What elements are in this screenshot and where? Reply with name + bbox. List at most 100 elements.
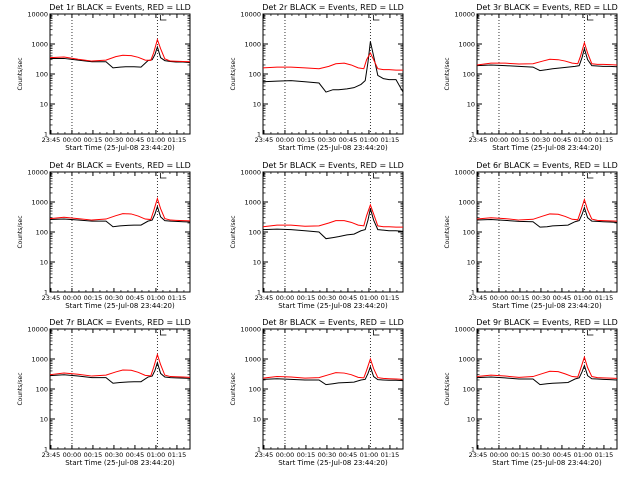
series-events <box>476 206 618 228</box>
y-axis-label: Counts/sec <box>230 372 237 405</box>
series-lld <box>476 197 618 222</box>
detector-panel-6: Det 6r BLACK = Events, RED = LLD 1 10 100 10… <box>444 161 618 310</box>
x-tick-label: 00:30 <box>532 451 551 459</box>
marker-bracket <box>586 173 594 179</box>
x-tick-label: 01:15 <box>168 451 187 459</box>
x-axis-label: Start Time (25-Jul-08 23:44:20) <box>65 302 175 310</box>
y-tick-label: 10 <box>253 259 261 267</box>
x-tick-label: 00:00 <box>490 294 509 302</box>
y-tick-label: 10 <box>253 101 261 109</box>
plot-frame <box>262 328 404 450</box>
x-tick-label: 00:00 <box>276 451 295 459</box>
x-tick-label: 01:15 <box>381 136 400 144</box>
x-tick-label: 23:45 <box>42 136 61 144</box>
x-tick-label: 00:30 <box>532 294 551 302</box>
series-events <box>262 208 404 240</box>
x-tick-label: 00:30 <box>105 451 124 459</box>
x-tick-label: 00:15 <box>511 294 530 302</box>
x-tick-label: 00:15 <box>297 136 316 144</box>
panel-title: Det 4r BLACK = Events, RED = LLD <box>49 161 191 170</box>
marker-bracket <box>159 173 167 179</box>
x-tick-label: 23:45 <box>255 451 274 459</box>
plot-frame <box>476 13 618 135</box>
x-tick-label: 01:15 <box>168 136 187 144</box>
x-tick-label: 00:45 <box>339 136 358 144</box>
x-tick-label: 00:00 <box>276 136 295 144</box>
plot-frame <box>262 13 404 135</box>
marker-bracket <box>159 15 167 21</box>
y-tick-label: 1000 <box>458 41 475 49</box>
series-events <box>50 45 191 69</box>
x-tick-label: 00:45 <box>126 136 145 144</box>
x-tick-label: 01:00 <box>574 136 593 144</box>
plot-frame <box>49 13 191 135</box>
x-tick-label: 00:45 <box>339 294 358 302</box>
series-lld <box>476 41 618 66</box>
x-axis-label: Start Time (25-Jul-08 23:44:20) <box>278 144 388 152</box>
marker-bracket <box>586 330 594 336</box>
y-tick-label: 1 <box>44 131 48 139</box>
x-axis-label: Start Time (25-Jul-08 23:44:20) <box>492 302 602 310</box>
detector-panel-5: Det 5r BLACK = Events, RED = LLD 1 10 100 10… <box>230 161 404 310</box>
plot-frame <box>49 171 191 293</box>
detector-panel-8: Det 8r BLACK = Events, RED = LLD 1 10 100 10… <box>230 318 404 467</box>
x-tick-label: 23:45 <box>42 294 61 302</box>
marker-bracket <box>159 330 167 336</box>
y-tick-label: 10 <box>40 101 48 109</box>
x-tick-label: 01:15 <box>595 294 614 302</box>
x-tick-label: 00:30 <box>318 294 337 302</box>
x-tick-label: 01:15 <box>381 451 400 459</box>
x-tick-label: 00:45 <box>553 451 572 459</box>
panel-title: Det 6r BLACK = Events, RED = LLD <box>476 161 618 170</box>
x-tick-label: 01:00 <box>147 451 166 459</box>
x-tick-label: 01:00 <box>360 136 379 144</box>
y-tick-label: 100 <box>463 386 475 394</box>
y-tick-label: 10 <box>467 259 475 267</box>
y-tick-label: 1 <box>257 289 261 297</box>
x-axis-label: Start Time (25-Jul-08 23:44:20) <box>492 144 602 152</box>
x-tick-label: 00:45 <box>553 136 572 144</box>
detector-panel-4: Det 4r BLACK = Events, RED = LLD 1 10 100 10… <box>17 161 191 310</box>
x-tick-label: 00:00 <box>276 294 295 302</box>
x-tick-label: 00:15 <box>297 451 316 459</box>
y-tick-label: 1000 <box>31 199 48 207</box>
y-tick-label: 10000 <box>454 169 475 177</box>
series-events <box>49 361 191 384</box>
x-tick-label: 00:30 <box>318 451 337 459</box>
plot-frame <box>262 171 404 293</box>
panel-title: Det 3r BLACK = Events, RED = LLD <box>476 3 618 12</box>
y-tick-label: 10000 <box>454 326 475 334</box>
x-tick-label: 23:45 <box>42 451 61 459</box>
x-axis-label: Start Time (25-Jul-08 23:44:20) <box>65 144 175 152</box>
y-tick-label: 1000 <box>458 199 475 207</box>
plot-frame <box>476 171 618 293</box>
x-axis-label: Start Time (25-Jul-08 23:44:20) <box>278 459 388 467</box>
y-tick-label: 10000 <box>27 169 48 177</box>
y-tick-label: 1000 <box>458 356 475 364</box>
series-events <box>262 365 404 386</box>
y-tick-label: 1 <box>257 131 261 139</box>
panel-title: Det 8r BLACK = Events, RED = LLD <box>262 318 404 327</box>
y-tick-label: 1 <box>257 446 261 454</box>
y-tick-label: 1 <box>44 289 48 297</box>
y-axis-label: Counts/sec <box>17 57 24 90</box>
series-events <box>476 46 618 72</box>
series-events <box>476 364 618 386</box>
x-tick-label: 01:00 <box>360 294 379 302</box>
x-tick-label: 01:15 <box>381 294 400 302</box>
x-tick-label: 01:00 <box>147 294 166 302</box>
x-tick-label: 00:30 <box>532 136 551 144</box>
detector-panel-3: Det 3r BLACK = Events, RED = LLD 1 10 100 10… <box>444 3 618 152</box>
plot-frame <box>49 328 191 450</box>
series-events <box>49 205 191 228</box>
x-tick-label: 00:45 <box>126 294 145 302</box>
marker-bracket <box>372 330 380 336</box>
x-tick-label: 00:00 <box>490 136 509 144</box>
y-tick-label: 100 <box>36 386 48 394</box>
y-tick-label: 10000 <box>27 11 48 19</box>
y-tick-label: 10 <box>467 101 475 109</box>
plot-frame <box>476 328 618 450</box>
y-tick-label: 100 <box>36 229 48 237</box>
y-tick-label: 10 <box>253 416 261 424</box>
x-tick-label: 00:15 <box>84 294 103 302</box>
